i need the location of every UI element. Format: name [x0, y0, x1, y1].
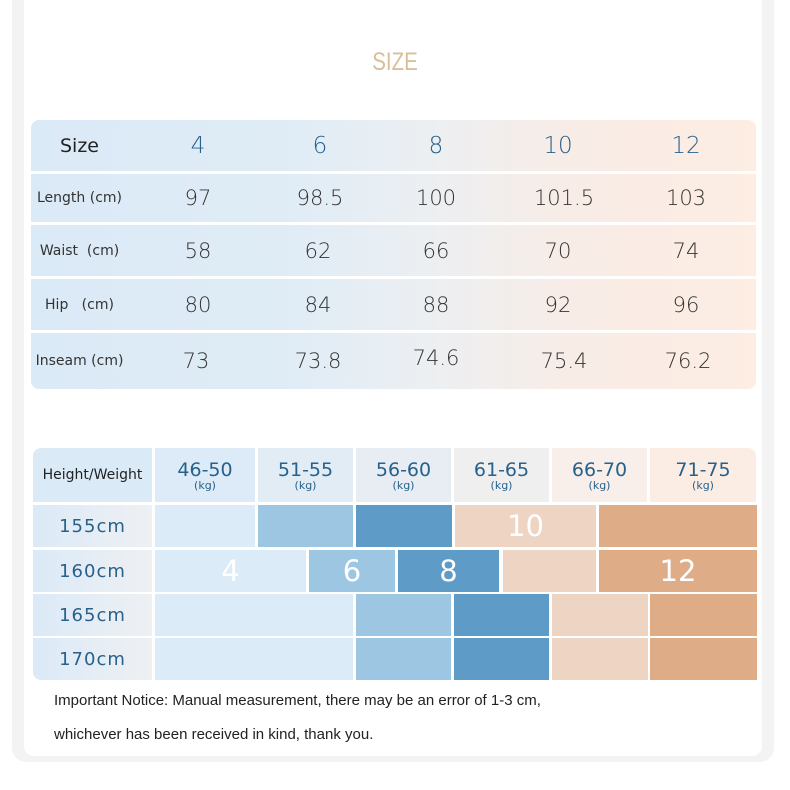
size-header-cell: 4	[190, 132, 206, 159]
weight-unit: (kg)	[588, 478, 611, 492]
weight-unit: (kg)	[490, 478, 513, 492]
table-cell: 58	[184, 238, 212, 263]
weight-unit: (kg)	[392, 478, 415, 492]
weight-header-cell: 56-60 (kg)	[356, 448, 451, 502]
fit-block-size-6	[356, 594, 451, 636]
weight-header-cell: 51-55 (kg)	[258, 448, 353, 502]
fit-block-size-4: 4	[155, 550, 306, 592]
fit-block-size-6: 6	[309, 550, 395, 592]
size-header-cell: 12	[671, 132, 701, 159]
size-label: 8	[439, 554, 458, 588]
weight-unit: (kg)	[294, 478, 317, 492]
size-header-cell: 10	[543, 132, 573, 159]
fit-block-size-8	[356, 505, 452, 547]
fit-block-size-6	[356, 638, 451, 680]
table-cell: 75.4	[540, 349, 588, 373]
row-label: Hip (cm)	[45, 296, 114, 313]
weight-range: 56-60	[375, 458, 432, 481]
weight-unit: (kg)	[194, 478, 216, 492]
fit-block-size-8: 8	[398, 550, 499, 592]
row-label: Inseam (cm)	[35, 353, 124, 369]
table-row-length: Length (cm) 97 98.5 100 101.5 103	[31, 174, 756, 222]
height-weight-fit-table: Height/Weight 46-50 (kg) 51-55 (kg) 56-6…	[33, 448, 757, 680]
weight-header-cell: 61-65 (kg)	[454, 448, 549, 502]
weight-unit: (kg)	[692, 478, 714, 492]
fit-block-size-10: 10	[455, 505, 596, 547]
height-label: 155cm	[33, 505, 152, 547]
weight-range: 51-55	[277, 458, 334, 481]
page-title: SIZE	[372, 48, 418, 76]
weight-range: 71-75	[675, 458, 731, 481]
notice-line-2: whichever has been received in kind, tha…	[54, 726, 374, 743]
table-cell: 74	[672, 238, 700, 263]
size-label: 10	[507, 509, 544, 543]
weight-range: 46-50	[177, 458, 233, 481]
size-label: 4	[221, 554, 240, 588]
row-divider	[31, 171, 756, 174]
row-label: Waist (cm)	[39, 242, 120, 259]
row-label: Length (cm)	[37, 190, 122, 206]
fit-block-size-4	[155, 594, 353, 636]
size-header-cell: 6	[312, 132, 328, 159]
fit-block-size-12	[599, 505, 757, 547]
table-cell: 73	[182, 349, 210, 373]
height-weight-header: Height/Weight	[33, 448, 152, 502]
fit-block-size-8	[454, 638, 549, 680]
table-cell: 76.2	[664, 349, 712, 373]
fit-block-size-4	[155, 638, 353, 680]
table-cell: 73.8	[294, 349, 342, 373]
weight-range: 66-70	[571, 458, 628, 481]
table-cell: 74.6	[412, 346, 460, 370]
table-cell: 84	[304, 292, 332, 317]
height-label: 160cm	[33, 550, 152, 592]
size-header-cell: 8	[428, 132, 444, 159]
row-divider	[31, 330, 756, 333]
table-cell: 92	[544, 292, 572, 317]
fit-block-size-4	[155, 505, 255, 547]
table-cell: 66	[422, 238, 450, 263]
weight-header-cell: 46-50 (kg)	[155, 448, 255, 502]
table-row-hip: Hip (cm) 80 84 88 92 96	[31, 279, 756, 330]
table-cell: 97	[184, 186, 212, 210]
fit-block-size-10	[552, 638, 648, 680]
fit-block-size-12	[650, 638, 757, 680]
height-label: 170cm	[33, 638, 152, 680]
table-cell: 70	[544, 238, 572, 263]
fit-block-size-12	[650, 594, 757, 636]
table-cell: 62	[304, 238, 332, 263]
size-header-label: Size	[59, 134, 99, 157]
table-cell: 96	[672, 292, 700, 317]
table-cell: 100	[415, 186, 457, 210]
fit-block-size-6	[258, 505, 353, 547]
row-divider	[31, 222, 756, 225]
weight-range: 61-65	[473, 458, 530, 481]
fit-block-size-12: 12	[599, 550, 757, 592]
size-measurement-table: Size 4 6 8 10 12 Length (cm) 97 98.5 100…	[31, 120, 756, 389]
row-divider	[31, 276, 756, 279]
notice-line-1: Important Notice: Manual measurement, th…	[54, 692, 541, 709]
table-cell: 80	[184, 292, 212, 317]
size-label: 6	[342, 554, 362, 588]
size-label: 12	[659, 554, 697, 588]
table-cell: 88	[422, 292, 450, 317]
table-cell: 98.5	[296, 186, 344, 210]
table-row-waist: Waist (cm) 58 62 66 70 74	[31, 225, 756, 276]
table-cell: 103	[665, 186, 707, 210]
table-row-inseam: Inseam (cm) 73 73.8 74.6 75.4 76.2	[31, 333, 756, 389]
size-header-row: Size 4 6 8 10 12	[31, 120, 756, 171]
height-label: 165cm	[33, 594, 152, 636]
table-cell: 101.5	[533, 186, 595, 210]
fit-block-size-10	[503, 550, 596, 592]
weight-header-cell: 71-75 (kg)	[650, 448, 756, 502]
fit-block-size-10	[552, 594, 648, 636]
fit-block-size-8	[454, 594, 549, 636]
weight-header-cell: 66-70 (kg)	[552, 448, 647, 502]
